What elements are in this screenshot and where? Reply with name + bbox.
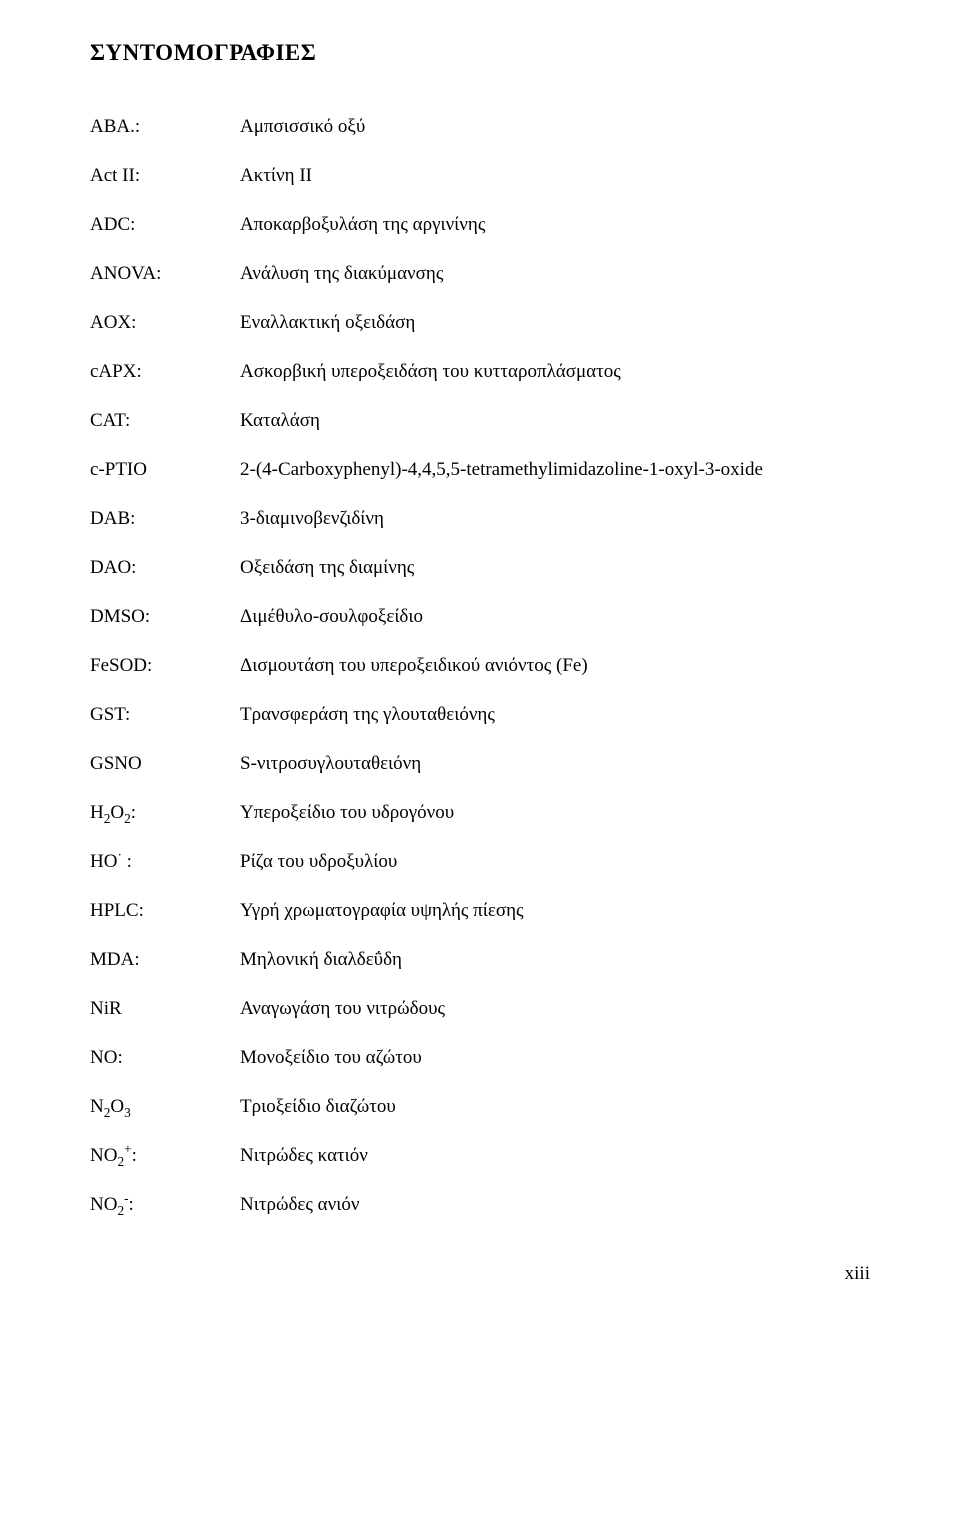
abbreviation-row: FeSOD:Δισμουτάση του υπεροξειδικού ανιόν… [90,655,870,704]
abbreviation-term: MDA: [90,949,240,998]
abbreviation-term: c-PTIO [90,459,240,508]
abbreviation-definition: Ανάλυση της διακύμανσης [240,263,870,312]
abbreviation-row: AOX:Εναλλακτική οξειδάση [90,312,870,361]
abbreviation-term: HO· : [90,851,240,900]
abbreviation-row: NO2-:Νιτρώδες ανιόν [90,1194,870,1243]
abbreviation-term: GSNO [90,753,240,802]
abbreviation-row: NO:Μονοξείδιο του αζώτου [90,1047,870,1096]
abbreviation-term: DMSO: [90,606,240,655]
abbreviation-term: DAB: [90,508,240,557]
abbreviation-row: DAB:3-διαμινοβενζιδίνη [90,508,870,557]
abbreviation-row: c-PTIO2-(4-Carboxyphenyl)-4,4,5,5-tetram… [90,459,870,508]
abbreviation-term: NO: [90,1047,240,1096]
abbreviation-definition: Νιτρώδες κατιόν [240,1145,870,1194]
abbreviation-term: NO2+: [90,1145,240,1194]
abbreviation-list: ΑΒΑ.:Αμπσισσικό οξύAct II:Ακτίνη ΙΙADC:Α… [90,116,870,1243]
abbreviation-row: ANOVA:Ανάλυση της διακύμανσης [90,263,870,312]
abbreviation-row: DMSO:Διμέθυλο-σουλφοξείδιο [90,606,870,655]
page-number: xiii [90,1263,870,1285]
abbreviation-term: DAO: [90,557,240,606]
abbreviation-row: HPLC:Υγρή χρωματογραφία υψηλής πίεσης [90,900,870,949]
abbreviation-definition: Διμέθυλο-σουλφοξείδιο [240,606,870,655]
abbreviation-term: FeSOD: [90,655,240,704]
abbreviation-term: ΑΒΑ.: [90,116,240,165]
abbreviation-row: H2O2:Υπεροξείδιο του υδρογόνου [90,802,870,851]
abbreviation-term: Act II: [90,165,240,214]
abbreviation-definition: Τριοξείδιο διαζώτου [240,1096,870,1145]
abbreviation-definition: 2-(4-Carboxyphenyl)-4,4,5,5-tetramethyli… [240,459,870,508]
abbreviation-term: HPLC: [90,900,240,949]
abbreviation-term: CAT: [90,410,240,459]
abbreviation-definition: Τρανσφεράση της γλουταθειόνης [240,704,870,753]
abbreviation-definition: 3-διαμινοβενζιδίνη [240,508,870,557]
abbreviation-definition: Ακτίνη ΙΙ [240,165,870,214]
abbreviation-definition: Υγρή χρωματογραφία υψηλής πίεσης [240,900,870,949]
abbreviation-definition: Υπεροξείδιο του υδρογόνου [240,802,870,851]
abbreviation-row: HO· :Ρίζα του υδροξυλίου [90,851,870,900]
abbreviation-term: N2O3 [90,1096,240,1145]
abbreviation-term: ANOVA: [90,263,240,312]
abbreviation-term: NiR [90,998,240,1047]
abbreviation-definition: S-νιτροσυγλουταθειόνη [240,753,870,802]
abbreviation-row: NiRΑναγωγάση του νιτρώδους [90,998,870,1047]
abbreviation-definition: Δισμουτάση του υπεροξειδικού ανιόντος (F… [240,655,870,704]
abbreviation-row: GST:Τρανσφεράση της γλουταθειόνης [90,704,870,753]
abbreviation-definition: Μονοξείδιο του αζώτου [240,1047,870,1096]
abbreviation-term: ADC: [90,214,240,263]
abbreviation-term: AOX: [90,312,240,361]
abbreviation-row: DAO:Οξειδάση της διαμίνης [90,557,870,606]
abbreviation-term: GST: [90,704,240,753]
abbreviation-row: NO2+:Νιτρώδες κατιόν [90,1145,870,1194]
abbreviation-term: H2O2: [90,802,240,851]
abbreviation-row: GSNOS-νιτροσυγλουταθειόνη [90,753,870,802]
abbreviation-row: ΑΒΑ.:Αμπσισσικό οξύ [90,116,870,165]
abbreviation-row: N2O3Τριοξείδιο διαζώτου [90,1096,870,1145]
abbreviation-definition: Οξειδάση της διαμίνης [240,557,870,606]
abbreviation-term: NO2-: [90,1194,240,1243]
abbreviation-definition: Ασκορβική υπεροξειδάση του κυτταροπλάσμα… [240,361,870,410]
abbreviation-definition: Καταλάση [240,410,870,459]
abbreviation-definition: Αναγωγάση του νιτρώδους [240,998,870,1047]
section-title: ΣΥΝΤΟΜΟΓΡΑΦΙΕΣ [90,40,870,66]
abbreviation-row: MDA:Μηλονική διαλδεΰδη [90,949,870,998]
abbreviation-definition: Εναλλακτική οξειδάση [240,312,870,361]
abbreviation-row: CAT:Καταλάση [90,410,870,459]
abbreviation-term: cAPX: [90,361,240,410]
abbreviation-definition: Νιτρώδες ανιόν [240,1194,870,1243]
abbreviation-definition: Ρίζα του υδροξυλίου [240,851,870,900]
abbreviation-definition: Μηλονική διαλδεΰδη [240,949,870,998]
abbreviation-row: ADC:Αποκαρβοξυλάση της αργινίνης [90,214,870,263]
abbreviation-row: cAPX:Ασκορβική υπεροξειδάση του κυτταροπ… [90,361,870,410]
abbreviation-definition: Αμπσισσικό οξύ [240,116,870,165]
abbreviation-definition: Αποκαρβοξυλάση της αργινίνης [240,214,870,263]
abbreviation-row: Act II:Ακτίνη ΙΙ [90,165,870,214]
